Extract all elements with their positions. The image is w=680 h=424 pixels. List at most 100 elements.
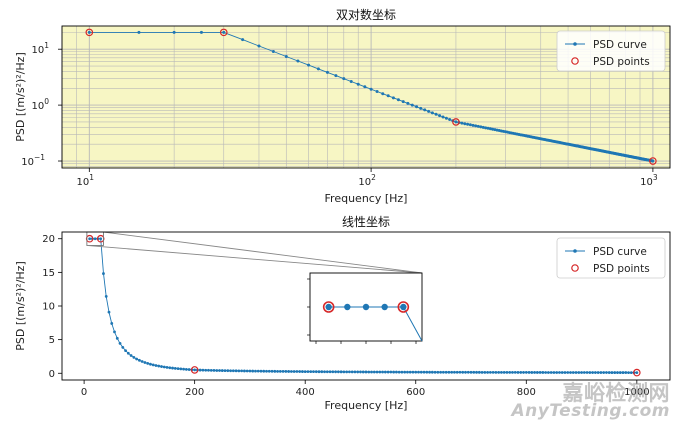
psd-curve-point	[251, 369, 255, 373]
psd-curve-point	[179, 367, 183, 371]
psd-curve-point	[444, 370, 448, 374]
psd-curve-point	[237, 369, 241, 373]
psd-curve-point	[234, 369, 238, 373]
psd-curve-point	[447, 370, 451, 374]
psd-curve-point	[464, 370, 467, 374]
psd-curve-point	[126, 351, 130, 355]
psd-curve-point	[199, 30, 203, 34]
psd-curve-point	[207, 368, 210, 372]
inset-connector-line	[103, 231, 423, 274]
psd-curve-point	[222, 30, 226, 34]
psd-curve-point	[273, 369, 277, 373]
psd-curve-point	[278, 369, 282, 373]
psd-curve-point	[292, 370, 296, 373]
psd-curve-point	[549, 371, 553, 374]
psd-curve-point	[425, 370, 429, 374]
psd-curve-point	[257, 44, 261, 48]
psd-curve-point	[381, 92, 385, 96]
psd-curve-point	[151, 363, 155, 367]
psd-curve-point	[88, 237, 92, 241]
inset-connector-line	[86, 245, 423, 274]
psd-curve-point	[87, 30, 91, 34]
psd-curve-point	[201, 368, 205, 372]
psd-curve-point	[471, 123, 475, 127]
psd-curve-point	[552, 371, 556, 374]
psd-curve-point	[563, 371, 567, 374]
psd-curve-point	[240, 369, 244, 373]
psd-curve-point	[530, 371, 534, 374]
psd-curve-point	[427, 109, 431, 113]
loglog-axes-frame	[61, 25, 671, 169]
psd-curve-point	[588, 371, 592, 374]
psd-curve-point	[593, 371, 597, 374]
psd-curve-point	[328, 370, 332, 374]
psd-curve-point	[276, 369, 279, 373]
inset-curve-point	[362, 303, 370, 311]
psd-curve-point	[396, 98, 400, 102]
psd-curve-point	[312, 370, 315, 374]
psd-curve-point	[527, 371, 531, 374]
psd-curve-point	[359, 370, 362, 374]
loglog-data	[85, 28, 657, 165]
psd-curve-point	[491, 127, 495, 131]
y-tick-label: 10	[42, 302, 55, 313]
x-tick-label: 200	[185, 387, 204, 398]
psd-curve-point	[538, 371, 542, 374]
psd-curve-point	[204, 368, 208, 372]
psd-curve-point	[146, 362, 150, 365]
psd-curve-point	[372, 370, 376, 374]
psd-curve-point	[212, 369, 216, 372]
psd-curve-point	[577, 371, 581, 374]
psd-curve-point	[438, 114, 442, 118]
psd-curve-point	[461, 370, 465, 374]
y-tick-exponent: 0	[44, 97, 49, 106]
psd-curve-point	[411, 370, 415, 374]
psd-curve-point	[168, 366, 172, 370]
psd-curve-point	[323, 370, 326, 374]
legend-label-psd-curve: PSD curve	[593, 39, 647, 51]
psd-point-marker	[633, 368, 641, 377]
legend-box	[556, 30, 666, 72]
psd-curve-point	[215, 369, 219, 372]
psd-curve-point	[129, 354, 133, 357]
psd-curve-point	[317, 370, 321, 374]
psd-curve-point	[182, 367, 186, 371]
psd-curve-point	[171, 366, 174, 370]
psd-curve-point	[342, 370, 346, 374]
psd-curve-point	[605, 371, 608, 374]
psd-curve-point	[403, 370, 407, 374]
psd-point-marker	[452, 118, 460, 126]
psd-curve-point	[381, 370, 384, 374]
psd-curve-point	[450, 370, 454, 374]
psd-curve-point	[395, 370, 398, 374]
y-tick-exponent: 1	[44, 41, 49, 50]
legend-curve-marker	[573, 249, 577, 253]
psd-curve-point	[223, 369, 227, 373]
psd-curve-point	[422, 370, 426, 374]
psd-curve-point	[397, 370, 401, 374]
psd-curve-point	[441, 370, 445, 374]
psd-curve-point	[400, 370, 404, 374]
psd-curve-point	[585, 371, 589, 374]
psd-curve-point	[149, 362, 152, 366]
psd-curve-point	[309, 370, 313, 374]
psd-curve-point	[348, 370, 351, 374]
psd-curve-point	[314, 370, 318, 374]
psd-curve-point	[415, 105, 419, 109]
loglog-legend: PSD curve PSD points	[556, 30, 666, 72]
psd-curve-point	[505, 370, 509, 374]
psd-curve-point	[651, 159, 655, 163]
psd-curve-point	[270, 369, 274, 373]
psd-curve-point	[325, 70, 329, 74]
psd-curve-point	[241, 38, 245, 42]
psd-curve-point	[386, 370, 390, 374]
legend-points-marker	[571, 57, 579, 65]
psd-curve-point	[295, 370, 299, 373]
psd-curve-point	[339, 370, 343, 374]
psd-curve-point	[102, 272, 105, 275]
psd-curve-point	[301, 370, 304, 373]
psd-curve-point	[132, 355, 136, 359]
psd-curve-point	[491, 370, 495, 374]
psd-curve-point	[453, 370, 456, 374]
